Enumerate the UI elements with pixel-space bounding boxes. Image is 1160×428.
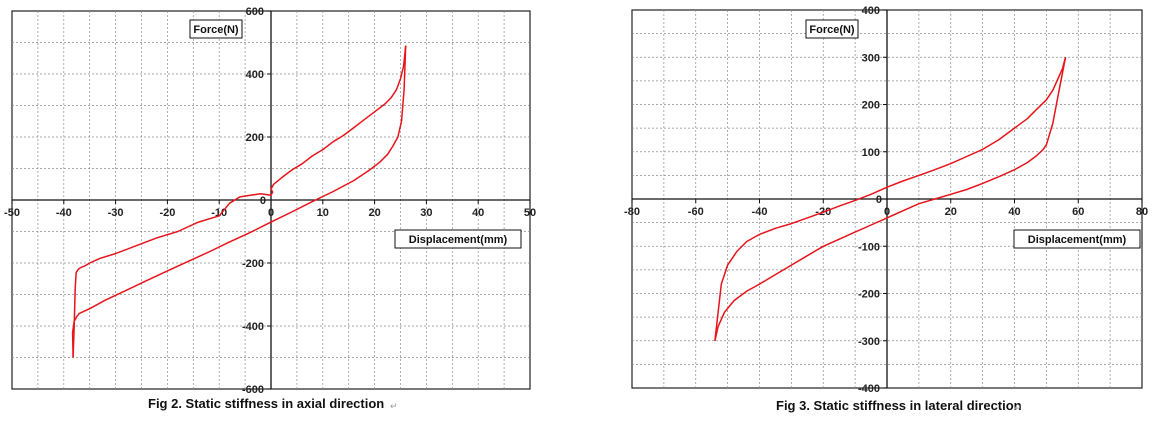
axial-caption-mark: ↵ — [390, 401, 398, 411]
y-tick-label: -600 — [242, 384, 264, 396]
y-axis-label-box — [805, 19, 859, 39]
x-tick-label: 20 — [945, 206, 957, 218]
x-tick-label: 0 — [268, 207, 274, 219]
x-axis-label: Displacement(mm) — [409, 234, 508, 246]
y-tick-label: 100 — [862, 147, 880, 159]
y-tick-label: -400 — [858, 383, 880, 395]
y-tick-label: 200 — [246, 132, 264, 144]
axial-figure-caption: Fig 2. Static stiffness in axial directi… — [148, 396, 385, 411]
hysteresis-curve-2 — [72, 45, 407, 358]
y-axis-label-box — [189, 19, 243, 39]
y-tick-label: 300 — [862, 52, 880, 64]
x-tick-label: 40 — [1008, 206, 1020, 218]
x-tick-label: -40 — [752, 206, 768, 218]
x-tick-label: 50 — [524, 207, 536, 219]
y-tick-label: -300 — [858, 336, 880, 348]
axial-stiffness-figure: -50 -40 -30 -20 -10 0 10 20 30 40 50 -600 -400 -200 20… — [0, 0, 560, 423]
x-axis-label-box — [394, 229, 522, 249]
x-axis-label-box — [1013, 229, 1141, 249]
hysteresis-curve-1 — [714, 57, 1067, 341]
x-tick-label: -60 — [688, 206, 704, 218]
x-tick-label: -80 — [624, 206, 640, 218]
hysteresis-curve-2 — [714, 57, 1067, 341]
x-tick-label: 20 — [368, 207, 380, 219]
x-tick-label: -20 — [159, 207, 175, 219]
y-tick-label: -200 — [242, 258, 264, 270]
y-tick-label: 400 — [246, 69, 264, 81]
y-tick-label: 600 — [246, 6, 264, 18]
x-tick-label: 40 — [472, 207, 484, 219]
y-tick-label: 0 — [260, 195, 266, 207]
x-tick-label: 60 — [1072, 206, 1084, 218]
x-tick-label: 10 — [317, 207, 329, 219]
lateral-figure-caption: Fig 3. Static stiffness in lateral direc… — [776, 398, 1022, 413]
y-tick-label: 400 — [862, 5, 880, 17]
y-tick-label: 0 — [876, 194, 882, 206]
y-axis-label: Force(N) — [809, 24, 855, 36]
lateral-stiffness-chart: -80 -60 -40 -20 0 20 40 60 80-400-300-200-100100… — [624, 5, 1148, 395]
lateral-stiffness-figure: -80 -60 -40 -20 0 20 40 60 80 -400 -300 -200 -100 100… — [600, 0, 1160, 423]
y-tick-label: -400 — [242, 321, 264, 333]
lateral-caption-mark: ↵ — [1014, 403, 1022, 413]
x-tick-label: -50 — [4, 207, 20, 219]
axial-stiffness-chart: -50 -40 -30 -20 -10 0 10 20 30 40 50-600-400-20020… — [4, 6, 536, 396]
hysteresis-curve-1 — [71, 45, 407, 358]
x-axis-label: Displacement(mm) — [1028, 234, 1127, 246]
x-tick-label: 80 — [1136, 206, 1148, 218]
x-tick-label: -40 — [56, 207, 72, 219]
y-tick-label: -100 — [858, 241, 880, 253]
x-tick-label: -30 — [108, 207, 124, 219]
x-tick-label: 30 — [420, 207, 432, 219]
y-tick-label: 200 — [862, 100, 880, 112]
y-axis-label: Force(N) — [193, 24, 239, 36]
x-tick-label: 0 — [884, 206, 890, 218]
y-tick-label: -200 — [858, 289, 880, 301]
